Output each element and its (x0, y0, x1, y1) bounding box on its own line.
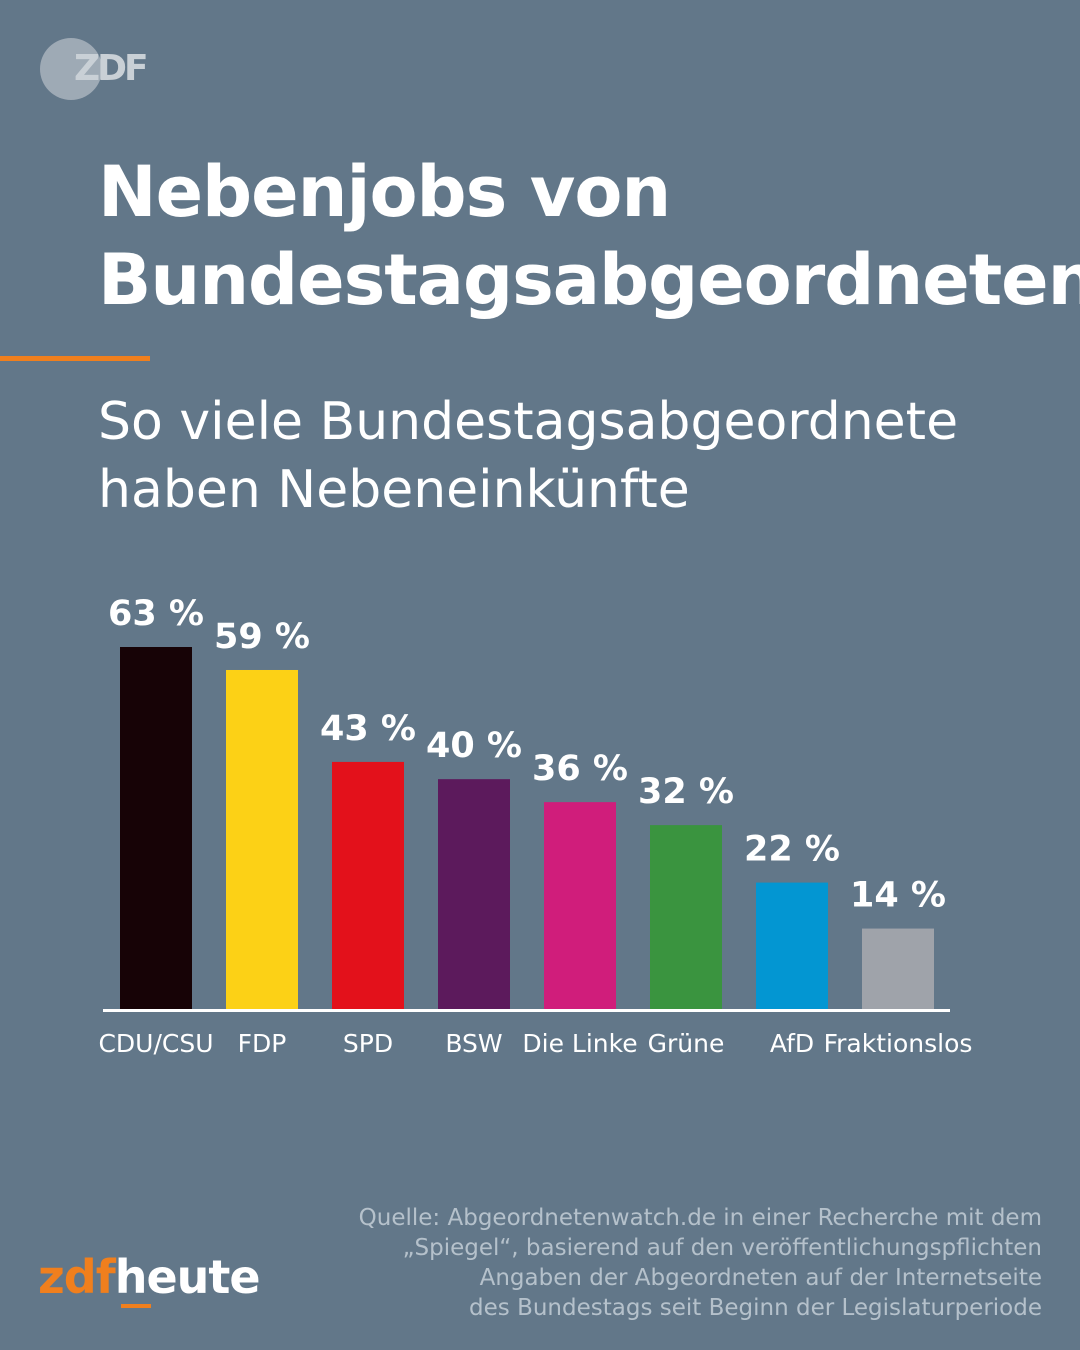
value-label: 36 % (532, 749, 628, 789)
bar-die-linke (544, 802, 616, 1009)
value-label: 32 % (638, 772, 734, 812)
source-line-3: Angaben der Abgeordneten auf der Interne… (479, 1265, 1042, 1291)
value-label: 63 % (108, 594, 204, 634)
bar-chart: 63 % CDU/CSU 59 % FDP 43 % SPD 40 % BSW 36 % Die … (98, 594, 973, 1058)
category-label: BSW (445, 1029, 502, 1058)
brand-zdf: zdf (38, 1250, 116, 1304)
category-label: CDU/CSU (98, 1029, 213, 1058)
bar-fdp (226, 669, 298, 1009)
source-line-1: Quelle: Abgeordnetenwatch.de in einer Re… (358, 1205, 1042, 1231)
bar-bsw (438, 779, 510, 1009)
bar-cdu-csu (120, 647, 192, 1009)
category-label: Die Linke (522, 1029, 637, 1058)
bar-spd (332, 761, 404, 1009)
category-label: Fraktionslos (824, 1029, 973, 1058)
value-label: 22 % (744, 830, 840, 870)
source-line-4: des Bundestags seit Beginn der Legislatu… (469, 1295, 1042, 1321)
page-subtitle: So viele Bundestagsabgeordnete haben Neb… (98, 392, 959, 520)
source-note: Quelle: Abgeordnetenwatch.de in einer Re… (282, 1203, 1042, 1323)
logo-text: ZDF (74, 48, 149, 89)
bar-fraktionslos (862, 928, 934, 1009)
value-label: 43 % (320, 709, 416, 749)
value-label: 59 % (214, 617, 310, 657)
category-label: SPD (343, 1029, 393, 1058)
value-label: 14 % (850, 876, 946, 916)
brand-underline (121, 1304, 151, 1308)
brand-heute: heute (114, 1250, 261, 1304)
source-line-2: „Spiegel“, basierend auf den veröffentli… (402, 1235, 1042, 1261)
zdfheute-logo: zdfheute (38, 1250, 261, 1304)
accent-divider (0, 356, 150, 361)
bar-afd (756, 882, 828, 1009)
category-label: AfD (770, 1029, 814, 1058)
value-label: 40 % (426, 726, 522, 766)
page-title: Nebenjobs von Bundestagsabgeordneten (98, 151, 1080, 321)
bar-gr-ne (650, 825, 722, 1009)
logo-circle (40, 38, 102, 100)
category-label: FDP (238, 1029, 287, 1058)
zdf-logo: ZDF (40, 38, 170, 102)
category-label: Grüne (648, 1029, 725, 1058)
